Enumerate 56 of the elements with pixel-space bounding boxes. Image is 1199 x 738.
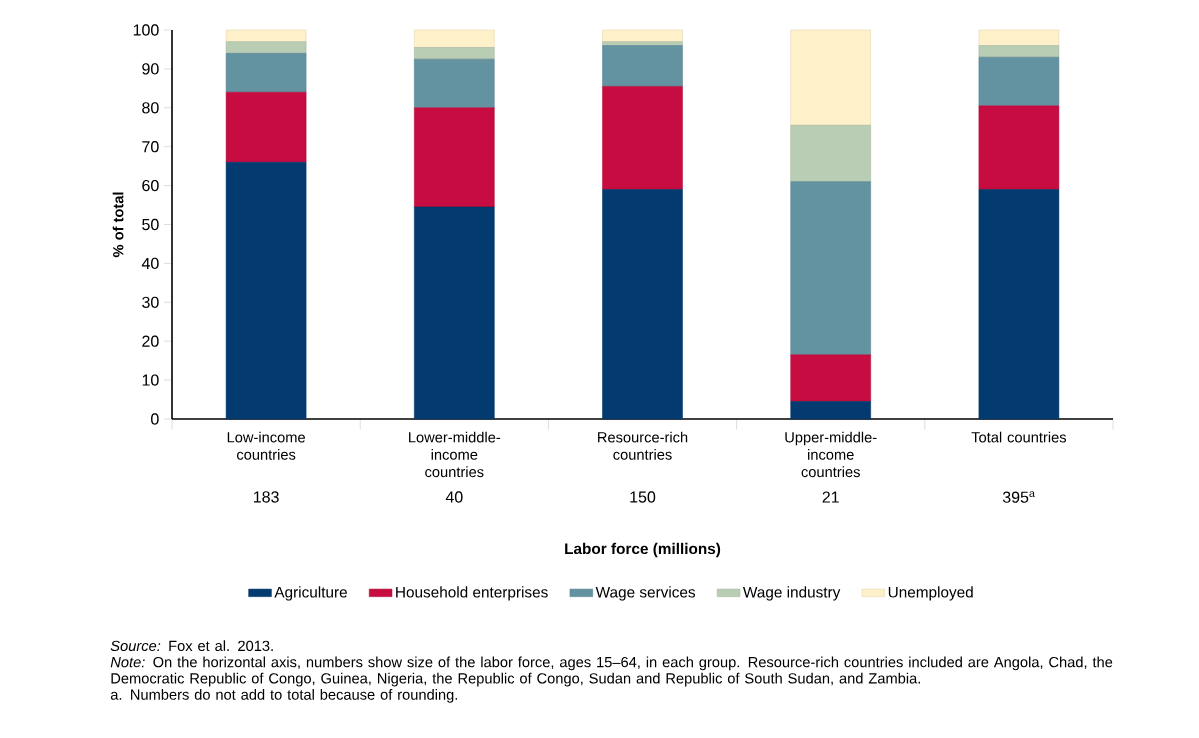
legend-label: Unemployed — [888, 586, 973, 601]
bar — [790, 401, 871, 420]
bar — [414, 107, 495, 208]
x-axis-title: Labor force (millions) — [565, 542, 721, 558]
text: 183 — [253, 491, 279, 503]
y-tick-label: 80 — [142, 102, 159, 114]
bar — [414, 29, 495, 48]
bar — [602, 41, 683, 46]
y-tick-label: 10 — [142, 374, 159, 386]
y-tick-label: 90 — [142, 63, 159, 75]
y-tick-label: 70 — [142, 141, 159, 153]
x-tick-label: Low-income countries — [227, 431, 305, 460]
y-tick-label: 0 — [151, 413, 159, 425]
bar — [602, 45, 683, 87]
bar — [414, 47, 495, 60]
y-tick-label: 50 — [142, 218, 159, 231]
y-tick-label: 30 — [142, 296, 159, 308]
legend-label: Household enterprises — [396, 586, 548, 601]
bar — [602, 189, 683, 420]
text: a. Numbers do not add to total because of rounding. — [110, 689, 458, 703]
bar — [978, 105, 1060, 190]
bar — [225, 29, 307, 42]
bar — [414, 58, 495, 109]
bar — [225, 41, 307, 54]
legend-label: Wage services — [595, 586, 696, 601]
x-tick-label: Resource-rich countries — [598, 431, 688, 460]
legend-label: Agriculture — [274, 586, 347, 601]
bar — [790, 181, 871, 356]
bar — [978, 29, 1060, 46]
y-axis-title: % of total — [112, 192, 124, 258]
x-tick-label: Upper-middle-income countries — [785, 431, 877, 478]
text: 21 — [822, 491, 839, 503]
text: 40 — [445, 491, 463, 503]
text: 395$^{a}$ — [1002, 491, 1035, 503]
bar — [978, 189, 1060, 420]
text: 150 — [630, 491, 656, 503]
bar — [978, 45, 1060, 58]
bar — [790, 354, 871, 402]
bar — [790, 29, 871, 126]
bar — [978, 56, 1060, 107]
bar — [414, 206, 495, 420]
y-tick-label: 20 — [142, 335, 159, 347]
text: Note: On the horizontal axis, numbers show size of the labor force, ages 15–64, in each group. Resource-rich countries included are Angola, Chad, the Democratic Republic of Congo, Guinea, Nigeria, the Republic of Congo, Sudan and Republic of South Sudan, and Zambia. — [110, 656, 1113, 687]
bar — [225, 91, 307, 163]
bar — [225, 53, 307, 93]
text: Source: Fox et al. 2013. — [110, 640, 273, 652]
bar — [790, 125, 871, 182]
y-tick-label: 100 — [133, 24, 159, 36]
x-tick-label: Lower-middle-income countries — [409, 431, 501, 478]
bar — [602, 29, 683, 42]
y-tick-label: 60 — [142, 179, 159, 192]
y-tick-label: 40 — [141, 257, 159, 270]
bar — [225, 161, 307, 420]
legend-label: Wage industry — [742, 586, 841, 601]
x-tick-label: Total countries — [971, 431, 1067, 443]
bar — [602, 86, 683, 190]
